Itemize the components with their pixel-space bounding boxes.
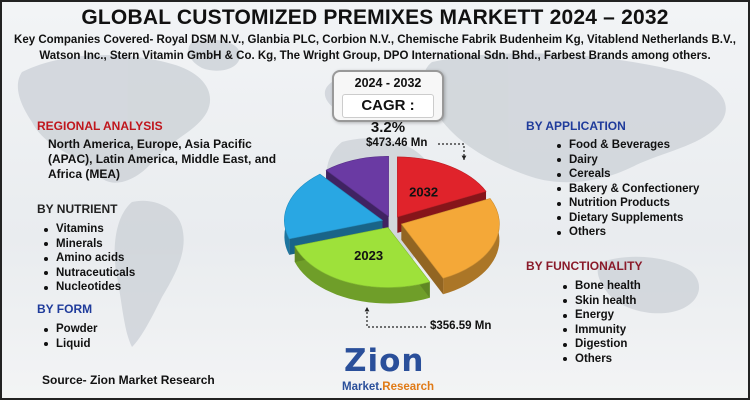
- nutrient-item: Nutraceuticals: [44, 266, 135, 281]
- form-item: Liquid: [44, 337, 98, 352]
- by-application-heading: BY APPLICATION: [526, 119, 626, 133]
- pie-slice-label-2023: 2023: [354, 248, 383, 263]
- nutrient-item: Minerals: [44, 237, 135, 252]
- pie-slice-side: [443, 198, 500, 295]
- leader-line: [438, 143, 465, 160]
- application-item: Others: [557, 225, 699, 240]
- functionality-item: Immunity: [563, 323, 641, 338]
- key-companies-text: Key Companies Covered- Royal DSM N.V., G…: [14, 34, 736, 62]
- pie-slice-2032: [397, 156, 487, 218]
- cagr-period: 2024 - 2032: [354, 76, 422, 90]
- nutrient-list: Vitamins Minerals Amino acids Nutraceuti…: [44, 222, 135, 295]
- form-item: Powder: [44, 322, 98, 337]
- asia-shape: [423, 53, 726, 183]
- application-item: Bakery & Confectionery: [557, 182, 699, 197]
- australia-shape: [597, 256, 700, 314]
- zion-logo: Zion Market.Research: [342, 343, 434, 398]
- logo-sub-text: Market.Research: [342, 381, 435, 393]
- functionality-item: Digestion: [563, 337, 641, 352]
- value-label-2032: $473.46 Mn: [366, 137, 428, 149]
- greenland-shape: [188, 39, 241, 71]
- nutrient-item: Vitamins: [44, 222, 135, 237]
- pie-slice: [284, 173, 384, 240]
- by-nutrient-heading: BY NUTRIENT: [37, 202, 118, 216]
- cagr-value: CAGR : 3.2%: [342, 94, 434, 136]
- pie-slice-2023: [294, 227, 431, 288]
- pie-slice: [400, 198, 500, 279]
- nutrient-item: Amino acids: [44, 251, 135, 266]
- cagr-box: 2024 - 2032 CAGR : 3.2%: [332, 70, 444, 136]
- pie-slice-label-2032: 2032: [409, 185, 438, 200]
- leader-arrow: [461, 155, 467, 160]
- page-title: GLOBAL CUSTOMIZED PREMIXES MARKETT 2024 …: [81, 6, 669, 29]
- functionality-item: Others: [563, 352, 641, 367]
- nutrient-item: Nucleotides: [44, 280, 135, 295]
- pie-slice-side: [294, 246, 430, 304]
- source-text: Source- Zion Market Research: [42, 373, 215, 387]
- functionality-list: Bone health Skin health Energy Immunity …: [563, 279, 641, 366]
- regional-analysis-heading: REGIONAL ANALYSIS: [37, 119, 163, 133]
- functionality-item: Skin health: [563, 294, 641, 309]
- application-item: Dairy: [557, 153, 699, 168]
- by-functionality-heading: BY FUNCTIONALITY: [526, 259, 643, 273]
- application-item: Nutrition Products: [557, 196, 699, 211]
- application-item: Cereals: [557, 167, 699, 182]
- functionality-item: Bone health: [563, 279, 641, 294]
- form-list: Powder Liquid: [44, 322, 98, 351]
- south-america-shape: [114, 200, 184, 347]
- by-form-heading: BY FORM: [37, 302, 93, 316]
- pie-slice-wall: [401, 224, 444, 295]
- value-label-2023: $356.59 Mn: [430, 320, 492, 332]
- leader-line: [366, 307, 426, 328]
- leader-arrow: [364, 307, 370, 312]
- north-america-shape: [17, 54, 211, 183]
- logo-main-text: Zion: [344, 343, 425, 379]
- application-item: Dietary Supplements: [557, 211, 699, 226]
- application-item: Food & Beverages: [557, 138, 699, 153]
- regional-analysis-text: North America, Europe, Asia Pacific (APA…: [48, 137, 277, 181]
- application-list: Food & Beverages Dairy Cereals Bakery & …: [557, 138, 699, 240]
- functionality-item: Energy: [563, 308, 641, 323]
- pie-slice: [325, 156, 389, 217]
